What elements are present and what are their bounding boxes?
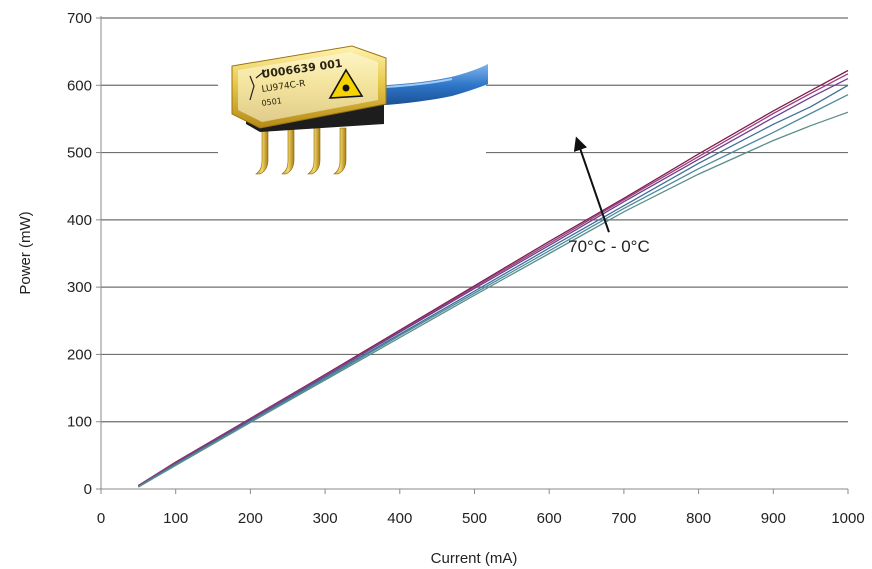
x-tick-label-100: 100: [163, 510, 188, 527]
annotation-label: 70°C - 0°C: [568, 237, 650, 256]
data-series: [137, 69, 849, 488]
module-pin-3: [307, 127, 321, 175]
fiber-cable: [372, 64, 488, 106]
y-tick-label-700: 700: [67, 10, 92, 27]
x-tick-label-0: 0: [97, 510, 105, 527]
module-esd-icon: [249, 69, 267, 101]
y-axis-title: Power (mW): [17, 211, 34, 294]
temperature-annotation: 70°C - 0°C: [568, 136, 650, 256]
x-tick-label-700: 700: [611, 510, 636, 527]
series-line-6: [137, 111, 849, 488]
x-axis-title: Current (mA): [431, 550, 518, 567]
series-line-3: [137, 78, 849, 487]
y-tick-label-500: 500: [67, 145, 92, 162]
y-tick-label-300: 300: [67, 279, 92, 296]
y-tick-label-0: 0: [84, 481, 92, 498]
y-tick-label-200: 200: [67, 346, 92, 363]
module-pin-1: [255, 127, 269, 175]
y-tick-label-400: 400: [67, 212, 92, 229]
axes: [96, 16, 849, 494]
x-tick-label-500: 500: [462, 510, 487, 527]
x-tick-label-900: 900: [761, 510, 786, 527]
module-label-line-3: 0501: [261, 96, 282, 108]
tick-labels: 0 100 200 300 400 500 600 700 0 100 200 300 400 500 60…: [67, 10, 865, 527]
y-tick-label-100: 100: [67, 414, 92, 431]
x-tick-label-400: 400: [387, 510, 412, 527]
x-tick-label-300: 300: [313, 510, 338, 527]
module-pin-2: [281, 127, 295, 175]
y-tick-label-600: 600: [67, 77, 92, 94]
laser-warning-dot: [342, 84, 350, 92]
laser-warning-icon: [328, 68, 364, 99]
module-pin-4: [333, 127, 347, 175]
module-label-plate: [238, 52, 378, 122]
annotation-arrow: [573, 136, 610, 233]
x-tick-label-600: 600: [537, 510, 562, 527]
x-tick-label-200: 200: [238, 510, 263, 527]
x-tick-label-1000: 1000: [831, 510, 864, 527]
x-tick-label-800: 800: [686, 510, 711, 527]
